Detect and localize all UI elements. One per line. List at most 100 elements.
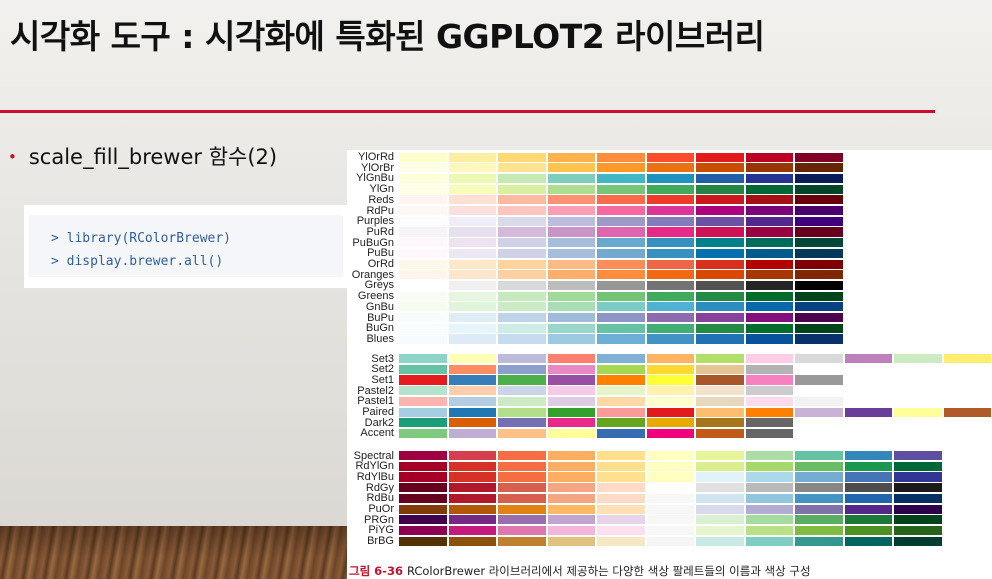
swatch-gnbu-9 [795,302,843,312]
swatch-ylgn-3 [498,184,546,194]
swatch-piyg-9 [795,525,843,536]
swatch-ylgnbu-6 [646,173,694,184]
swatch-puor-3 [498,504,546,514]
swatch-paired-6 [646,407,694,417]
swatch-blues-8 [745,334,793,344]
palette-label-purples: Purples [356,215,394,228]
swatch-ylgn-1 [399,184,447,194]
swatch-pastel1-8 [745,396,793,406]
swatch-greens-3 [498,291,546,301]
palette-label-rdbu: RdBu [366,492,394,505]
bullet-text: scale_fill_brewer 함수(2) [28,145,278,169]
swatch-set1-6 [646,375,694,385]
palette-label-bupu: BuPu [367,311,394,324]
swatch-set2-2 [448,364,496,374]
swatch-rdbu-8 [745,493,793,503]
swatch-greys-2 [448,280,496,291]
swatch-ylorbr-5 [597,163,645,173]
bullet-item: • scale_fill_brewer 함수(2) [8,141,277,171]
swatch-purd-5 [597,227,645,237]
swatch-brbg-5 [597,536,645,546]
palette-label-set2: Set2 [371,363,394,376]
palette-label-spectral: Spectral [353,449,394,462]
swatch-paired-7 [696,407,744,417]
swatch-paired-8 [745,407,793,417]
swatch-rdylbu-3 [498,472,546,482]
swatch-reds-7 [696,195,744,205]
swatch-orrd-8 [745,259,793,269]
swatch-blues-4 [547,334,595,344]
swatch-rdylgn-1 [399,461,447,471]
swatch-bupu-4 [547,313,595,323]
swatch-ylgn-2 [448,184,496,194]
swatch-greens-8 [745,291,793,301]
swatch-bupu-3 [498,313,546,323]
swatch-dark2-8 [745,418,793,428]
swatch-purd-8 [745,227,793,237]
swatch-puor-7 [696,504,744,514]
swatch-piyg-7 [696,525,744,536]
swatch-greens-7 [696,291,744,301]
swatch-rdylgn-11 [894,461,942,471]
swatch-bupu-2 [448,313,496,323]
swatch-ylorbr-7 [696,163,744,173]
swatch-dark2-2 [448,418,496,428]
swatch-ylorbr-4 [547,163,595,173]
swatch-dark2-7 [696,418,744,428]
swatch-pastel1-7 [696,396,744,406]
swatch-greens-1 [399,291,447,301]
palette-label-accent: Accent [360,427,394,440]
palette-label-pastel1: Pastel1 [357,395,394,408]
swatch-pubu-9 [795,248,843,258]
swatch-accent-8 [745,428,793,439]
swatch-prgn-5 [597,515,645,525]
caption-number: 그림 6-36 [349,564,403,578]
swatch-rdylgn-9 [795,461,843,471]
swatch-gnbu-1 [399,302,447,312]
swatch-greens-5 [597,291,645,301]
swatch-accent-2 [448,428,496,439]
swatch-gnbu-4 [547,302,595,312]
swatch-pubugn-4 [547,238,595,248]
swatch-orrd-9 [795,259,843,269]
swatch-rdgy-11 [894,483,942,493]
swatch-prgn-10 [844,515,892,525]
swatch-set1-7 [696,375,744,385]
code-block: > library(RColorBrewer) > display.brewer… [29,215,343,277]
swatch-purples-4 [547,216,595,226]
swatch-ylgnbu-9 [795,173,843,184]
swatch-brbg-11 [894,536,942,546]
swatch-brbg-8 [745,536,793,546]
swatch-ylgnbu-8 [745,173,793,184]
swatch-set3-5 [597,354,645,364]
swatch-purd-9 [795,227,843,237]
palette-label-pubu: PuBu [367,247,394,260]
swatch-set3-12 [943,354,991,364]
swatch-pastel2-7 [696,386,744,396]
swatch-dark2-1 [399,418,447,428]
swatch-set2-6 [646,364,694,374]
palette-label-orrd: OrRd [367,258,394,270]
swatch-oranges-7 [696,270,744,280]
swatch-rdbu-6 [646,493,694,503]
swatch-paired-11 [894,407,942,417]
swatch-rdgy-2 [448,483,496,493]
swatch-oranges-5 [597,270,645,280]
palette-label-reds: Reds [368,193,394,206]
swatch-oranges-3 [498,270,546,280]
swatch-reds-2 [448,195,496,205]
palette-label-ylgnbu: YlGnBu [356,172,394,185]
swatch-ylgn-7 [696,184,744,194]
palette-label-prgn: PRGn [364,513,394,526]
swatch-rdgy-9 [795,483,843,493]
swatch-pastel1-5 [597,396,645,406]
swatch-ylorrd-5 [597,152,645,162]
swatch-ylorrd-4 [547,152,595,162]
swatch-oranges-8 [745,270,793,280]
swatch-rdpu-5 [597,206,645,216]
swatch-pubu-4 [547,248,595,258]
swatch-pubugn-8 [745,238,793,248]
swatch-pubugn-3 [498,238,546,248]
swatch-purples-5 [597,216,645,226]
swatch-set1-9 [795,375,843,385]
